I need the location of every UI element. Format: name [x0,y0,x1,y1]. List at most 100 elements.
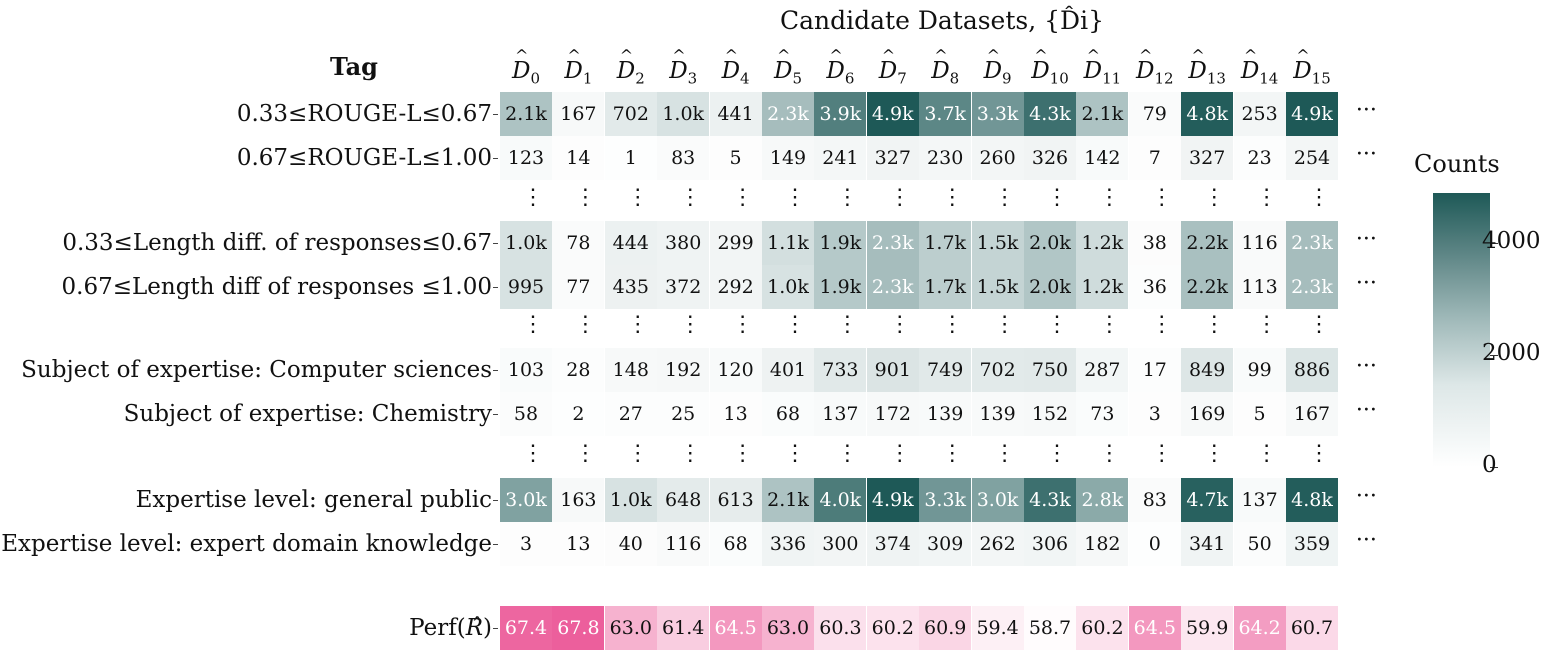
heatmap-cell: 25 [657,392,710,436]
heatmap-cell: 1.0k [657,92,710,136]
column-header: D11 [1076,46,1128,88]
heatmap-cell: 27 [604,392,657,436]
row-gap-marker: ⋮ [1150,441,1173,466]
row-gap-marker: ⋮ [522,185,544,210]
heatmap-cell: 1.0k [500,221,552,265]
row-gap-marker: ⋮ [1203,185,1226,210]
heatmap-cell: 182 [1076,522,1129,566]
heatmap-cell: 38 [1128,221,1181,265]
column-header: D2 [605,46,657,88]
column-header: D6 [814,46,866,88]
heatmap-cell: 1.0k [604,478,657,522]
heatmap-cell: 1.9k [814,221,867,265]
heatmap-cell: 77 [552,265,605,309]
heatmap-cell: 148 [604,348,657,392]
row-tick [493,287,498,288]
heatmap-cell: 50 [1233,522,1286,566]
heatmap-cell: 401 [762,348,814,392]
heatmap-cell: 1.5k [971,221,1024,265]
heatmap-cell: 169 [1181,392,1234,436]
row-gap-marker: ⋮ [784,185,806,210]
heatmap-cell: 2.0k [1024,265,1076,309]
row-gap-marker: ⋮ [731,185,754,210]
heatmap-cell: 149 [762,136,814,180]
row-gap-marker: ⋮ [626,312,649,337]
colorbar-tick [1490,467,1498,468]
column-header: D5 [762,46,814,88]
heatmap-cell: 13 [552,522,605,566]
heatmap-cell: 116 [1233,221,1286,265]
heatmap-cell: 341 [1181,522,1234,566]
heatmap-cell: 83 [1128,478,1181,522]
heatmap-cell: 374 [866,522,919,566]
heatmap-cell: 0 [1128,522,1181,566]
row-gap-marker: ⋮ [1046,441,1068,466]
row-gap-marker: ⋮ [679,312,702,337]
perf-cell: 60.3 [814,606,867,650]
row-gap-marker: ⋮ [1046,185,1068,210]
heatmap-cell: 2.2k [1181,265,1234,309]
heatmap-cell: 4.9k [866,478,919,522]
row-label: 0.67≤Length diff of responses ≤1.00 [61,274,492,300]
row-gap-marker: ⋮ [784,312,806,337]
perf-cell: 58.7 [1024,606,1076,650]
continuation-marker: ··· [1355,227,1377,252]
heatmap-cell: 1 [604,136,657,180]
heatmap-cell: 4.9k [1286,92,1338,136]
row-label: 0.33≤ROUGE-L≤0.67 [236,101,492,127]
column-header: D1 [552,46,604,88]
continuation-marker: ··· [1355,484,1377,509]
heatmap-cell: 327 [1181,136,1234,180]
heatmap-cell: 648 [657,478,710,522]
heatmap-cell: 336 [762,522,814,566]
row-gap-marker: ⋮ [888,441,911,466]
perf-cell: 64.5 [709,606,762,650]
perf-cell: 60.7 [1286,606,1338,650]
row-tick [493,414,498,415]
heatmap-cell: 3 [1128,392,1181,436]
heatmap-cell: 83 [657,136,710,180]
heatmap-cell: 139 [971,392,1024,436]
row-gap-marker: ⋮ [993,185,1016,210]
perf-cell: 67.4 [500,606,552,650]
row-gap-marker: ⋮ [1308,185,1330,210]
heatmap-cell: 309 [919,522,972,566]
perf-cell: 61.4 [657,606,710,650]
heatmap-cell: 292 [709,265,762,309]
heatmap-cell: 230 [919,136,972,180]
perf-cell: 63.0 [604,606,657,650]
heatmap-cell: 254 [1286,136,1338,180]
row-gap-marker: ⋮ [941,312,964,337]
heatmap-cell: 103 [500,348,552,392]
heatmap-cell: 99 [1233,348,1286,392]
perf-cell: 59.4 [971,606,1024,650]
heatmap-cell: 2.3k [866,221,919,265]
row-gap-marker: ⋮ [1098,312,1121,337]
heatmap-cell: 260 [971,136,1024,180]
heatmap-cell: 253 [1233,92,1286,136]
row-tick [493,158,498,159]
heatmap-cell: 2.1k [500,92,552,136]
row-label: 0.33≤Length diff. of responses≤0.67 [62,230,492,256]
row-gap-marker: ⋮ [679,441,702,466]
row-gap-marker: ⋮ [1255,441,1278,466]
row-label: Expertise level: expert domain knowledge [1,531,492,557]
heatmap-cell: 287 [1076,348,1129,392]
heatmap-cell: 327 [866,136,919,180]
heatmap-cell: 2.3k [1286,221,1338,265]
row-gap-marker: ⋮ [626,185,649,210]
perf-cell: 60.2 [1076,606,1129,650]
heatmap-cell: 152 [1024,392,1076,436]
column-header: D14 [1234,46,1286,88]
row-gap-marker: ⋮ [836,441,859,466]
row-gap-marker: ⋮ [1098,441,1121,466]
row-gap-marker: ⋮ [941,185,964,210]
heatmap-cell: 68 [762,392,814,436]
colorbar [1433,193,1490,467]
continuation-marker: ··· [1355,142,1377,167]
heatmap-cell: 750 [1024,348,1076,392]
heatmap-cell: 4.3k [1024,92,1076,136]
row-tick [493,628,498,629]
continuation-marker: ··· [1355,98,1377,123]
